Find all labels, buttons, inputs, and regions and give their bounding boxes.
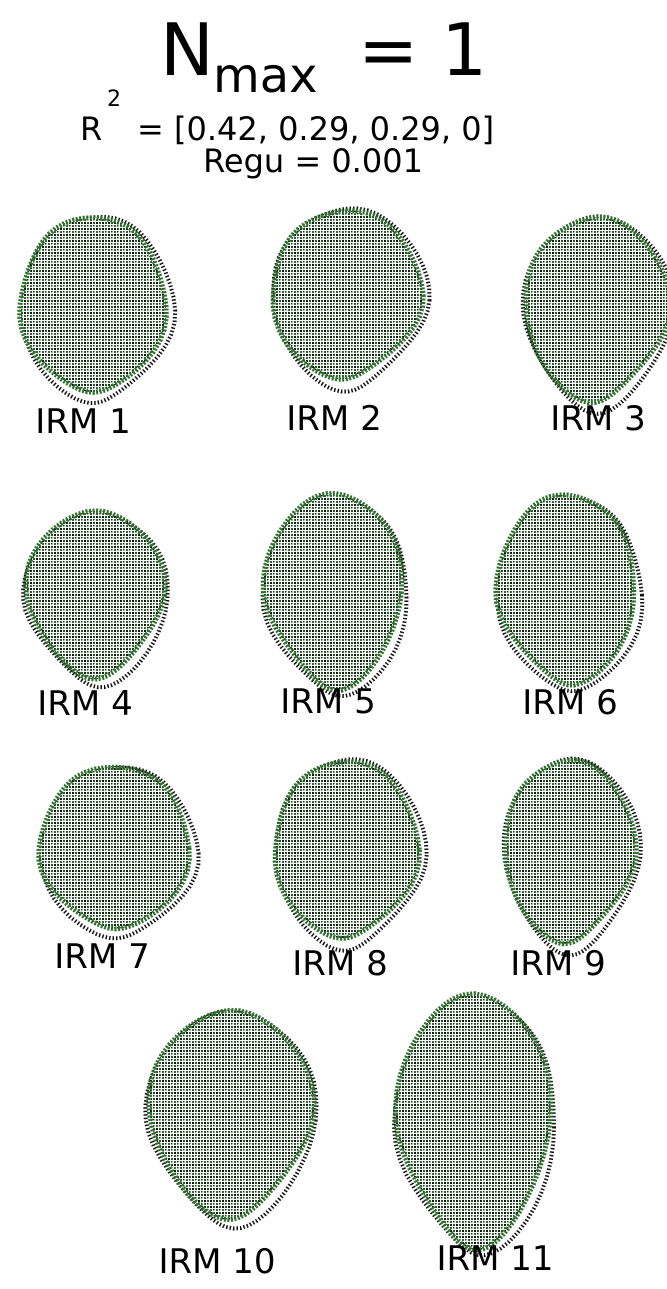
panels: IRM 1 IRM 2 IRM 3 IRM 4 IRM 5 IRM 6 IRM 7 IRM 8… <box>17 206 667 1282</box>
shape-outline-black <box>260 495 409 699</box>
shape <box>17 215 169 395</box>
shape <box>36 764 192 932</box>
panel-label: IRM 10 <box>158 1242 275 1282</box>
panel-label: IRM 2 <box>286 399 381 439</box>
panel: IRM 8 <box>272 757 429 984</box>
panel-label: IRM 9 <box>510 944 605 984</box>
panel-label: IRM 11 <box>436 1239 553 1279</box>
panel: IRM 3 <box>520 214 667 439</box>
panel: IRM 9 <box>501 756 643 984</box>
title-rest: = 1 <box>358 8 487 92</box>
panel-label: IRM 6 <box>522 683 617 723</box>
shape-outline-black <box>501 756 643 958</box>
r2-symbol: R <box>80 110 102 148</box>
shape <box>523 215 667 405</box>
panel: IRM 11 <box>391 991 557 1279</box>
r2-values: = [0.42, 0.29, 0.29, 0] <box>137 110 494 148</box>
shape <box>503 757 639 947</box>
shape <box>23 508 168 682</box>
shape <box>270 208 426 382</box>
shape-outline-black <box>40 765 201 941</box>
panel: IRM 2 <box>270 206 432 439</box>
shape-outline-black <box>271 206 432 394</box>
panel: IRM 10 <box>143 1007 319 1282</box>
shape <box>392 991 554 1253</box>
panel: IRM 5 <box>260 490 409 722</box>
panel-label: IRM 5 <box>280 682 375 722</box>
panel-label: IRM 1 <box>35 402 130 442</box>
regu: Regu = 0.001 <box>203 142 423 180</box>
panel-label: IRM 3 <box>550 399 645 439</box>
panel: IRM 1 <box>17 214 178 442</box>
panel-label: IRM 8 <box>292 944 387 984</box>
panel: IRM 6 <box>493 492 645 723</box>
panel: IRM 4 <box>21 508 170 724</box>
shape <box>260 490 405 694</box>
r2-superscript: 2 <box>107 87 121 112</box>
shape <box>493 492 637 688</box>
panel: IRM 7 <box>36 764 201 977</box>
panel-label: IRM 7 <box>54 937 149 977</box>
panel-label: IRM 4 <box>37 684 132 724</box>
title-n: N <box>160 8 214 92</box>
shape <box>272 759 422 941</box>
title-subscript: max <box>213 48 318 104</box>
shape-outline-black <box>520 214 667 416</box>
shape <box>146 1007 317 1223</box>
